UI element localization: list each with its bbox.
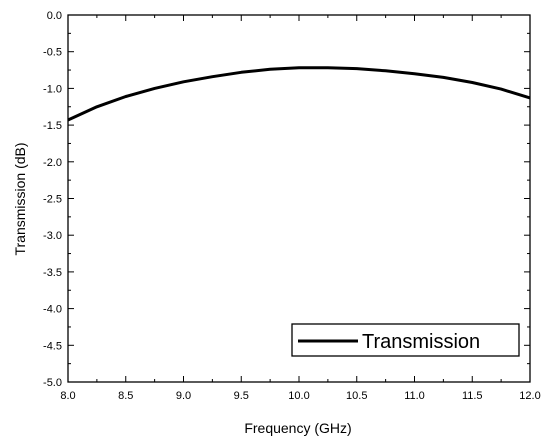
- series-line-transmission: [67, 66, 531, 122]
- y-tick-label: -4.5: [43, 340, 62, 352]
- x-tick-label: 10.5: [346, 390, 367, 402]
- x-tick-label: 8.5: [118, 390, 133, 402]
- x-tick-label: 8.0: [60, 390, 75, 402]
- y-tick-label: -2.5: [43, 194, 62, 206]
- x-tick-label: 11.0: [404, 390, 425, 402]
- legend-label-transmission: Transmission: [362, 331, 480, 353]
- y-tick-label: -5.0: [43, 377, 62, 389]
- x-tick-label: 10.0: [288, 390, 309, 402]
- y-tick-label: -1.0: [43, 83, 62, 95]
- y-tick-label: -3.0: [43, 230, 62, 242]
- y-tick-label: -3.5: [43, 267, 62, 279]
- y-tick-label: -2.0: [43, 157, 62, 169]
- y-axis-title: Transmission (dB): [12, 142, 28, 255]
- legend: Transmission: [291, 323, 520, 357]
- x-tick-label: 9.5: [234, 390, 249, 402]
- y-axis-ticks: 0.0 -0.5 -1.0 -1.5 -2.0 -2.5 -3.0 -3.5 -4.0 -4.5 -…: [43, 10, 530, 389]
- x-axis-ticks: 8.0 8.5 9.0 9.5 10.0 10.5 11.0 11.5 12.0: [60, 15, 541, 402]
- x-tick-label: 9.0: [176, 390, 191, 402]
- x-tick-label: 12.0: [519, 390, 540, 402]
- y-tick-label: 0.0: [47, 10, 62, 22]
- y-tick-label: -4.0: [43, 304, 62, 316]
- series-layer: [67, 66, 531, 122]
- legend-box: [291, 323, 520, 357]
- plot-area-frame: [67, 14, 531, 383]
- y-tick-label: -0.5: [43, 47, 62, 59]
- x-tick-label: 11.5: [462, 390, 483, 402]
- y-tick-label: -1.5: [43, 120, 62, 132]
- x-axis-title: Frequency (GHz): [244, 420, 351, 436]
